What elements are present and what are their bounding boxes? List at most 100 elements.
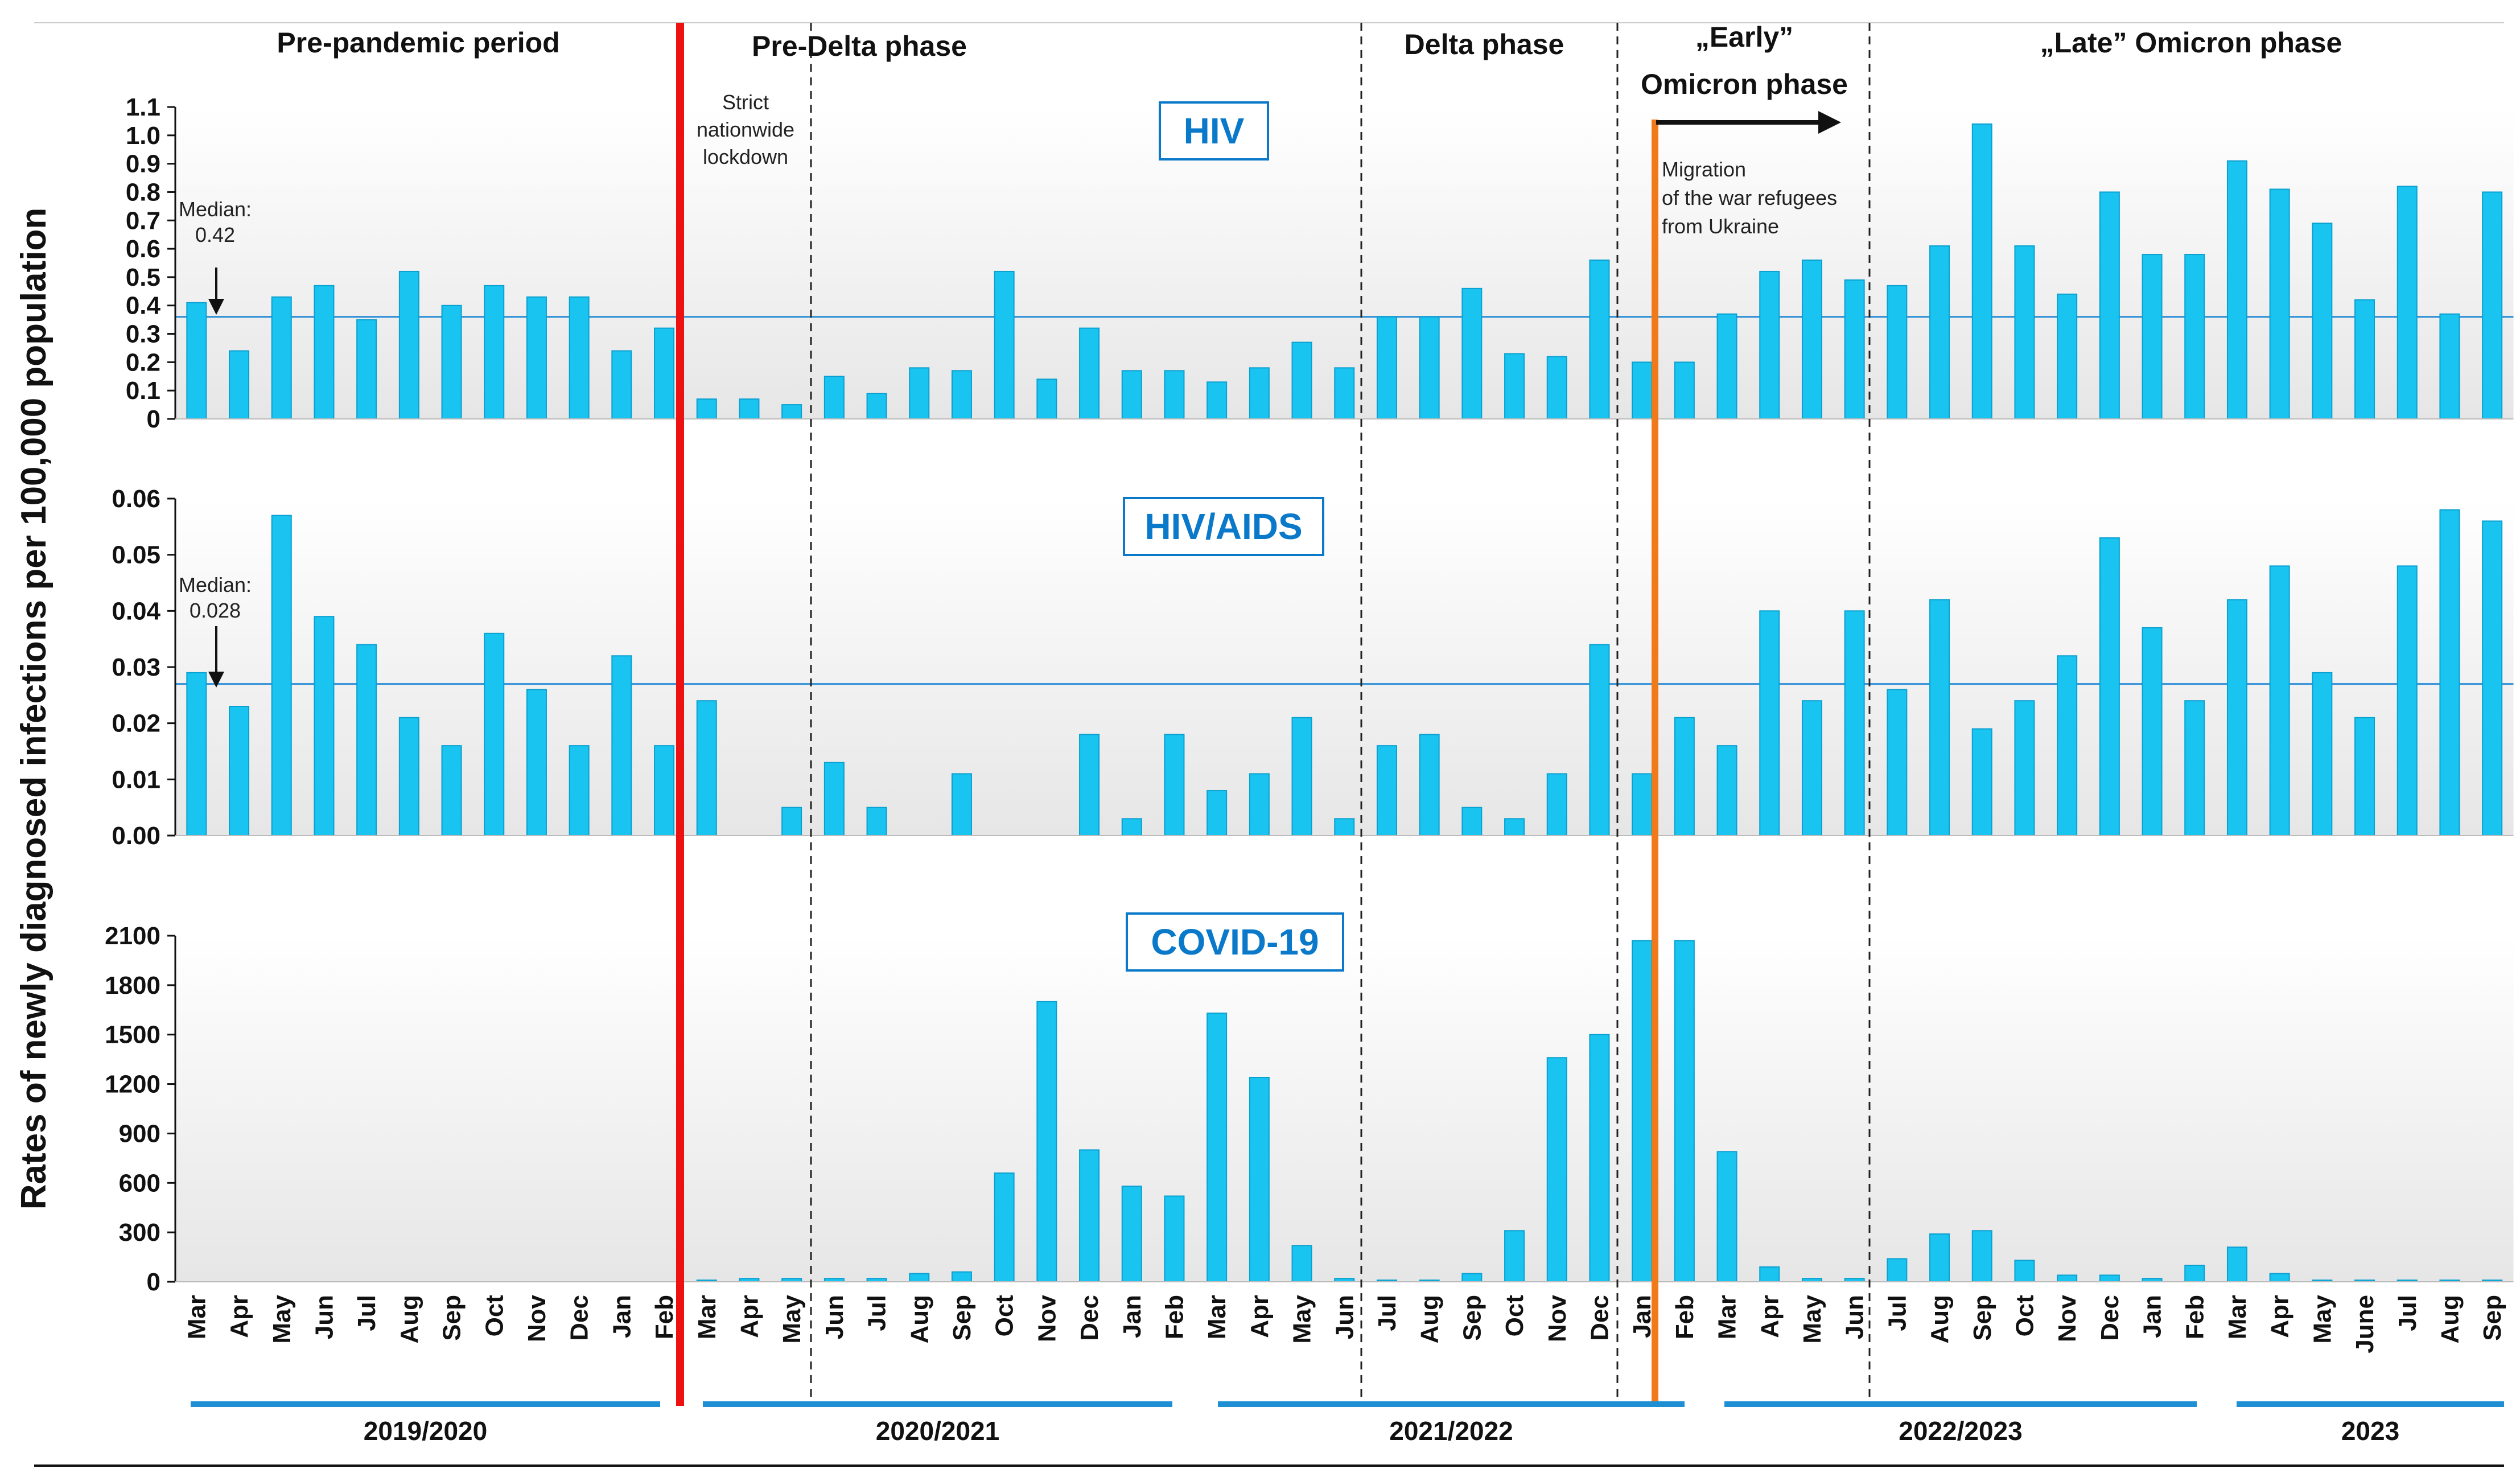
y-tick-label: 1.0 bbox=[126, 122, 160, 150]
y-tick-label: 0.03 bbox=[112, 653, 160, 681]
migration-annotation-line2: of the war refugees bbox=[1662, 186, 1837, 209]
y-tick-label: 1500 bbox=[105, 1021, 160, 1049]
bar bbox=[1207, 381, 1228, 420]
bar bbox=[569, 745, 590, 836]
x-tick-label: Aug bbox=[2436, 1295, 2464, 1344]
median-label-hiv: Median: bbox=[179, 198, 252, 221]
x-tick-label: Jul bbox=[1373, 1295, 1401, 1331]
bar bbox=[2439, 509, 2460, 836]
x-tick-label: Nov bbox=[1033, 1294, 1061, 1342]
bar bbox=[1674, 361, 1695, 420]
bar bbox=[1036, 1001, 1057, 1283]
bar bbox=[1207, 1013, 1228, 1282]
y-tick-label: 0 bbox=[147, 1268, 160, 1296]
bar bbox=[356, 319, 377, 419]
bar bbox=[1589, 1034, 1610, 1282]
bar bbox=[1164, 370, 1185, 419]
bar bbox=[1164, 1195, 1185, 1282]
y-tick-label: 0.05 bbox=[112, 541, 160, 569]
season-label-0: 2019/2020 bbox=[364, 1416, 487, 1446]
bar bbox=[2057, 1274, 2078, 1282]
bar bbox=[2439, 313, 2460, 419]
y-tick-label: 600 bbox=[119, 1169, 160, 1197]
y-tick-label: 900 bbox=[119, 1120, 160, 1147]
bar bbox=[1632, 773, 1653, 837]
bar bbox=[951, 1271, 972, 1283]
bar bbox=[484, 285, 505, 420]
x-tick-label: Oct bbox=[480, 1295, 508, 1337]
bar bbox=[1929, 1233, 1950, 1282]
bar bbox=[1376, 745, 1397, 836]
y-tick-label: 0.04 bbox=[112, 597, 160, 625]
x-tick-label: Nov bbox=[2053, 1294, 2081, 1342]
bar bbox=[1844, 610, 1865, 837]
bar bbox=[1716, 1151, 1737, 1283]
x-tick-label: June bbox=[2351, 1295, 2379, 1354]
bar bbox=[1121, 818, 1142, 837]
bar bbox=[2312, 223, 2333, 419]
x-tick-label: Mar bbox=[693, 1295, 721, 1339]
bar bbox=[1716, 745, 1737, 836]
median-label-hiv-aids: Median: bbox=[179, 573, 252, 596]
bar bbox=[951, 370, 972, 419]
bar bbox=[1887, 689, 1908, 836]
migration-annotation-line1: Migration bbox=[1662, 158, 1746, 181]
bar bbox=[1504, 353, 1525, 419]
bar bbox=[866, 393, 887, 419]
bar bbox=[1504, 1230, 1525, 1282]
bar bbox=[2014, 700, 2035, 836]
bar bbox=[1546, 356, 1567, 420]
x-tick-label: Aug bbox=[396, 1295, 423, 1344]
x-tick-label: Apr bbox=[1246, 1295, 1274, 1338]
y-tick-label: 0.9 bbox=[126, 150, 160, 178]
x-tick-label: Jun bbox=[821, 1295, 849, 1339]
bar bbox=[1801, 700, 1822, 836]
panel-title-hiv-aids: HIV/AIDS bbox=[1144, 506, 1302, 547]
y-tick-label: 0.4 bbox=[126, 292, 161, 320]
y-tick-label: 1.1 bbox=[126, 93, 160, 121]
bar bbox=[2397, 565, 2418, 837]
bar bbox=[1079, 1149, 1100, 1283]
x-tick-label: Apr bbox=[735, 1295, 763, 1338]
bar bbox=[2269, 1273, 2290, 1283]
bar bbox=[823, 376, 845, 419]
x-tick-label: Jun bbox=[1841, 1295, 1869, 1339]
bar bbox=[994, 1172, 1015, 1283]
bar bbox=[909, 367, 930, 419]
bar bbox=[2354, 717, 2375, 837]
bar bbox=[526, 296, 547, 419]
migration-annotation-line3: from Ukraine bbox=[1662, 215, 1779, 238]
y-tick-label: 0.8 bbox=[126, 178, 160, 206]
bar bbox=[909, 1273, 930, 1283]
x-tick-label: Oct bbox=[1501, 1295, 1529, 1337]
y-tick-label: 0.1 bbox=[126, 377, 160, 405]
bar bbox=[229, 706, 250, 836]
bar bbox=[441, 305, 462, 420]
y-tick-label: 0.01 bbox=[112, 766, 160, 793]
bar bbox=[1971, 728, 1992, 836]
bar bbox=[2482, 520, 2503, 836]
panel-title-box-hiv bbox=[1159, 101, 1269, 161]
x-tick-label: Aug bbox=[905, 1295, 933, 1344]
bar bbox=[1674, 940, 1695, 1282]
bar bbox=[1249, 1076, 1270, 1282]
bar bbox=[2312, 672, 2333, 837]
season-label-1: 2020/2021 bbox=[876, 1416, 999, 1446]
y-tick-label: 300 bbox=[119, 1219, 160, 1246]
x-tick-label: Apr bbox=[1756, 1295, 1784, 1338]
x-tick-label: Jul bbox=[2394, 1295, 2422, 1331]
x-tick-label: Dec bbox=[566, 1295, 594, 1341]
y-tick-label: 0.00 bbox=[112, 822, 160, 850]
bar bbox=[1079, 327, 1100, 420]
x-tick-label: Nov bbox=[1543, 1294, 1571, 1342]
y-tick-label: 0.02 bbox=[112, 710, 160, 738]
bar bbox=[2184, 1265, 2205, 1282]
x-tick-label: Mar bbox=[1203, 1295, 1231, 1339]
y-tick-label: 0.2 bbox=[126, 348, 160, 376]
bar bbox=[866, 807, 887, 836]
bar bbox=[1801, 260, 1822, 419]
bar bbox=[1504, 818, 1525, 837]
bar bbox=[1546, 773, 1567, 837]
y-tick-label: 0.6 bbox=[126, 235, 160, 263]
